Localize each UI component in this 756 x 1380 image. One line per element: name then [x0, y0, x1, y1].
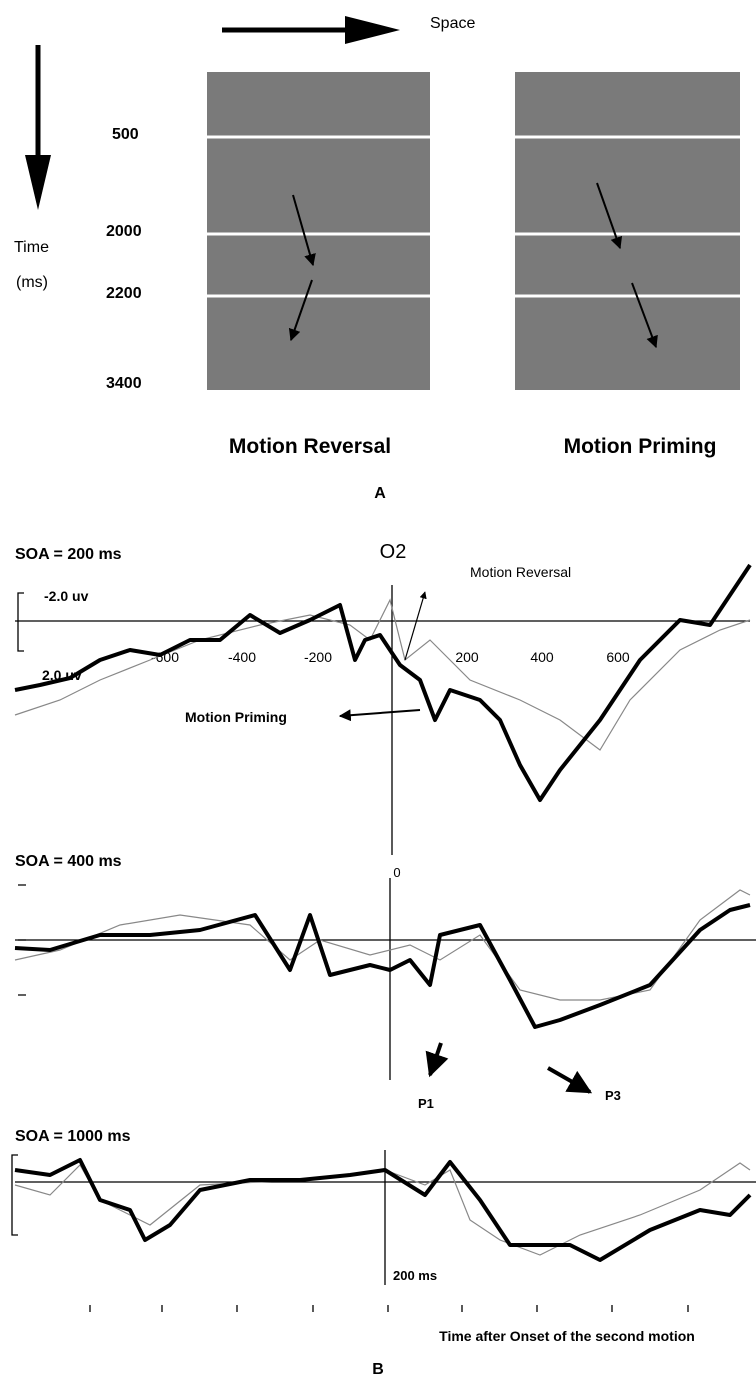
time-mark: 500: [112, 126, 139, 143]
plot-soa-1000: SOA = 1000 ms 200 ms Time after Onset of…: [11, 1128, 756, 1378]
x-ticks: [89, 1305, 689, 1312]
zero-label: 0: [393, 865, 400, 880]
time-unit: (ms): [16, 274, 48, 291]
annotation: Motion Priming: [185, 709, 287, 725]
p1-arrow: [425, 1042, 449, 1078]
annotation: P1: [418, 1096, 434, 1111]
stimulus-left: [207, 72, 430, 390]
annotation: Motion Reversal: [470, 564, 571, 580]
time-mark: 2200: [106, 285, 142, 302]
reversal-trace: [14, 598, 751, 751]
x-tick-label: -400: [228, 649, 256, 665]
space-label: Space: [430, 15, 475, 32]
scale-bar: [11, 1154, 18, 1236]
x-axis-title: Time after Onset of the second motion: [439, 1328, 695, 1344]
scale-ticks: [18, 884, 26, 996]
time-mark: 3400: [106, 375, 142, 392]
space-arrow-head: [345, 16, 400, 44]
priming-trace: [14, 903, 751, 1029]
stimulus-right: [515, 72, 740, 390]
plot-soa-400: SOA = 400 ms P1 P3: [14, 853, 756, 1111]
priming-trace: [14, 1158, 752, 1262]
annotation-arrow: [404, 591, 427, 661]
plot-title: SOA = 1000 ms: [15, 1128, 131, 1145]
time-mark: 2000: [106, 223, 142, 240]
x-tick-label: 400: [530, 649, 554, 665]
channel-label: O2: [380, 541, 407, 563]
time-scale: 200 ms: [393, 1268, 437, 1283]
panel-label: A: [374, 485, 386, 502]
time-arrow-head: [25, 155, 51, 210]
plot-title: SOA = 200 ms: [15, 546, 122, 563]
plot-soa-200: SOA = 200 ms O2 -2.0 uv 2.0 uv -600 -400…: [14, 541, 752, 880]
p3-arrow: [547, 1066, 593, 1094]
plot-title: SOA = 400 ms: [15, 853, 122, 870]
scale-top: -2.0 uv: [44, 588, 89, 604]
x-tick-label: 600: [606, 649, 630, 665]
left-title: Motion Reversal: [229, 435, 391, 458]
panel-a: Space Time (ms) 500 2000 2200 3400 Motio…: [14, 15, 740, 502]
x-tick-label: -200: [304, 649, 332, 665]
reversal-trace: [14, 889, 751, 1001]
x-tick-label: 200: [455, 649, 479, 665]
right-title: Motion Priming: [564, 435, 717, 458]
priming-trace: [14, 563, 752, 802]
time-label: Time: [14, 239, 49, 256]
panel-label: B: [372, 1361, 384, 1378]
annotation: P3: [605, 1088, 621, 1103]
annotation-arrow: [338, 709, 421, 722]
scale-bar: [17, 592, 24, 652]
